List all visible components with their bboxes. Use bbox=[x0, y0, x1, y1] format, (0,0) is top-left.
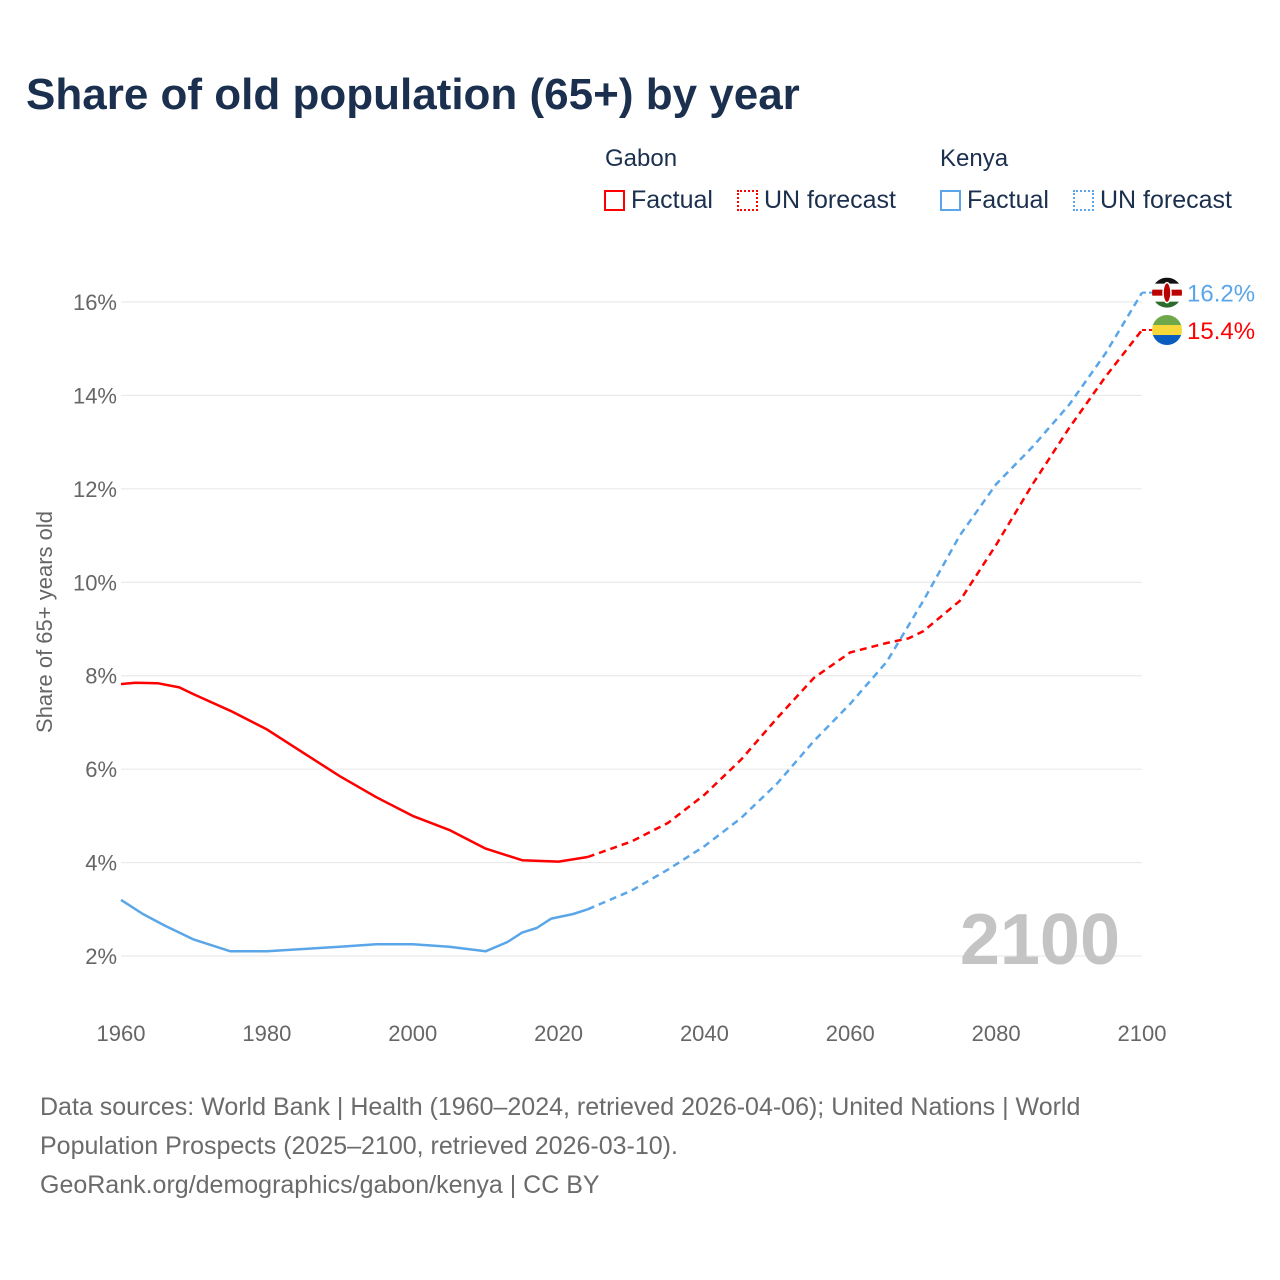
solid-swatch-icon bbox=[940, 190, 961, 211]
footer-sources-line2: Population Prospects (2025–2100, retriev… bbox=[40, 1132, 678, 1160]
y-tick-label: 4% bbox=[85, 851, 117, 876]
chart-title: Share of old population (65+) by year bbox=[26, 70, 800, 119]
legend-gabon-title: Gabon bbox=[605, 145, 678, 172]
flag-stripe bbox=[1152, 315, 1182, 326]
y-tick-label: 8% bbox=[85, 664, 117, 689]
footer-sources-line1: Data sources: World Bank | Health (1960–… bbox=[40, 1093, 1081, 1121]
legend-label: UN forecast bbox=[764, 186, 896, 214]
gabon-flag-icon bbox=[1152, 315, 1182, 346]
year-watermark: 2100 bbox=[960, 900, 1120, 980]
flag-stripe bbox=[1152, 277, 1182, 285]
y-tick-label: 12% bbox=[73, 477, 117, 502]
footer-credit[interactable]: GeoRank.org/demographics/gabon/kenya | C… bbox=[40, 1171, 600, 1199]
legend-kenya-forecast[interactable]: UN forecast bbox=[1073, 186, 1232, 215]
x-tick-label: 1980 bbox=[242, 1021, 291, 1046]
legend-gabon-forecast[interactable]: UN forecast bbox=[737, 186, 896, 215]
gabon-end-label: 15.4% bbox=[1187, 318, 1255, 345]
x-tick-label: 2040 bbox=[680, 1021, 729, 1046]
legend-kenya-title: Kenya bbox=[940, 145, 1009, 172]
x-tick-label: 2000 bbox=[388, 1021, 437, 1046]
x-tick-label: 2060 bbox=[826, 1021, 875, 1046]
flag-stripe bbox=[1152, 325, 1182, 336]
flag-stripe bbox=[1152, 335, 1182, 346]
x-tick-label: 2100 bbox=[1118, 1021, 1167, 1046]
y-tick-label: 16% bbox=[73, 290, 117, 315]
legend-label: Factual bbox=[967, 186, 1049, 214]
flag-stripe bbox=[1152, 301, 1182, 308]
legend-kenya-factual[interactable]: Factual bbox=[940, 186, 1049, 215]
x-tick-label: 1960 bbox=[97, 1021, 146, 1046]
legend-label: Factual bbox=[631, 186, 713, 214]
kenya-flag-icon bbox=[1152, 277, 1182, 308]
kenya-forecast-line bbox=[587, 292, 1144, 911]
dotted-swatch-icon bbox=[1073, 190, 1094, 211]
kenya-end-label: 16.2% bbox=[1187, 281, 1255, 308]
y-tick-label: 6% bbox=[85, 757, 117, 782]
legend-gabon-factual[interactable]: Factual bbox=[604, 186, 713, 215]
line-chart: 2% 4% 6% 8% 10% 12% 14% 16% 1960 1980 2000 2020 2040… bbox=[32, 277, 1255, 1046]
flag-shield bbox=[1162, 281, 1172, 304]
x-tick-label: 2080 bbox=[972, 1021, 1021, 1046]
gabon-forecast-line bbox=[587, 329, 1143, 859]
gabon-factual-line bbox=[120, 681, 588, 863]
dotted-swatch-icon bbox=[737, 190, 758, 211]
legend-label: UN forecast bbox=[1100, 186, 1232, 214]
y-tick-label: 14% bbox=[73, 383, 117, 408]
y-tick-label: 10% bbox=[73, 570, 117, 595]
kenya-factual-line bbox=[120, 898, 589, 953]
y-tick-label: 2% bbox=[85, 944, 117, 969]
footer: Data sources: World Bank | Health (1960–… bbox=[40, 1088, 1080, 1205]
solid-swatch-icon bbox=[604, 190, 625, 211]
y-axis-label: Share of 65+ years old bbox=[32, 511, 57, 733]
x-tick-label: 2020 bbox=[534, 1021, 583, 1046]
